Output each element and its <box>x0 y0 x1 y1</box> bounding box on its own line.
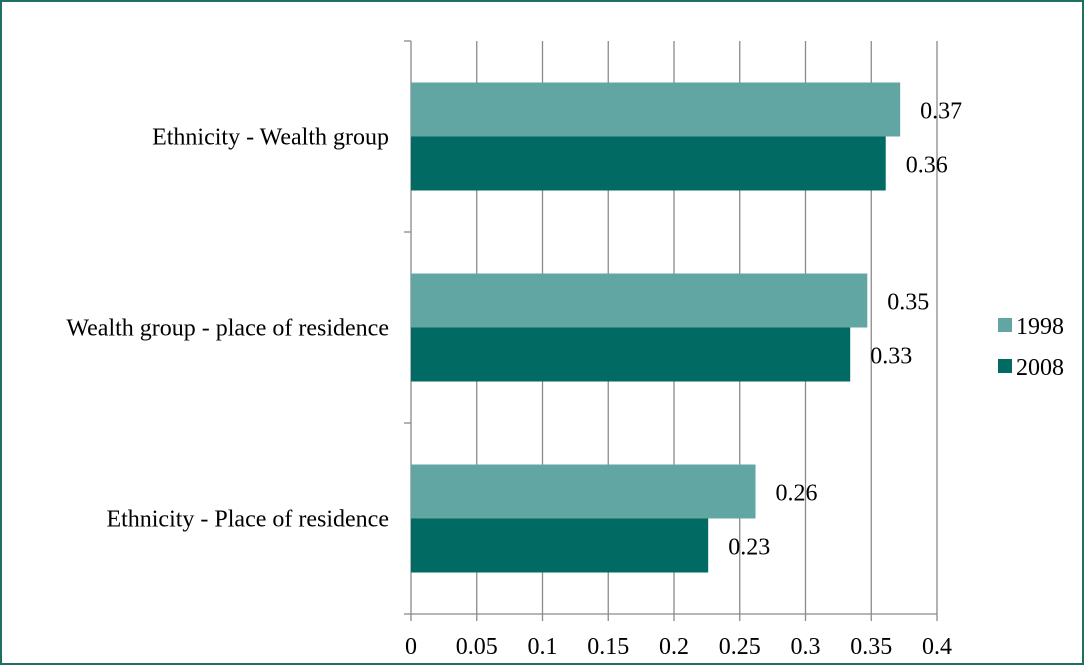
legend-swatch-1998 <box>998 318 1012 332</box>
category-label-3: Ethnicity - Place of residence <box>106 507 389 533</box>
data-label-1998-2: 0.35 <box>887 290 929 316</box>
bar-2008-2 <box>411 327 851 382</box>
x-tick-label: 0.05 <box>456 634 498 660</box>
bar-2008-3 <box>411 518 709 573</box>
x-tick-label: 0.2 <box>659 634 689 660</box>
legend-swatch-2008 <box>998 359 1012 373</box>
x-tick-label: 0.1 <box>528 634 558 660</box>
data-label-2008-2: 0.33 <box>870 344 912 370</box>
data-label-1998-1: 0.37 <box>920 99 962 125</box>
data-labels: 0.37 0.36 0.35 0.33 0.26 0.23 <box>728 99 962 561</box>
bars <box>411 82 901 573</box>
bar-1998-3 <box>411 464 756 519</box>
category-label-1: Ethnicity - Wealth group <box>152 125 389 151</box>
legend-label-1998: 1998 <box>1016 314 1064 340</box>
x-tick-label: 0.3 <box>791 634 821 660</box>
category-label-2: Wealth group - place of residence <box>66 316 389 342</box>
data-label-2008-3: 0.23 <box>728 535 770 561</box>
x-tick-label: 0.35 <box>850 634 892 660</box>
bar-1998-1 <box>411 82 901 137</box>
data-label-2008-1: 0.36 <box>906 153 948 179</box>
category-labels: Ethnicity - Wealth group Wealth group - p… <box>66 125 389 533</box>
x-tick-label: 0.4 <box>922 634 952 660</box>
bar-2008-1 <box>411 136 886 191</box>
x-tick-labels: 0 0.05 0.1 0.15 0.2 0.25 0.3 0.35 0.4 <box>405 634 952 660</box>
legend-label-2008: 2008 <box>1016 355 1064 381</box>
x-tick-label: 0.15 <box>587 634 629 660</box>
bar-1998-2 <box>411 273 868 328</box>
x-tick-label: 0.25 <box>719 634 761 660</box>
x-tick-label: 0 <box>405 634 417 660</box>
data-label-1998-3: 0.26 <box>776 481 818 507</box>
legend: 1998 2008 <box>998 314 1064 381</box>
